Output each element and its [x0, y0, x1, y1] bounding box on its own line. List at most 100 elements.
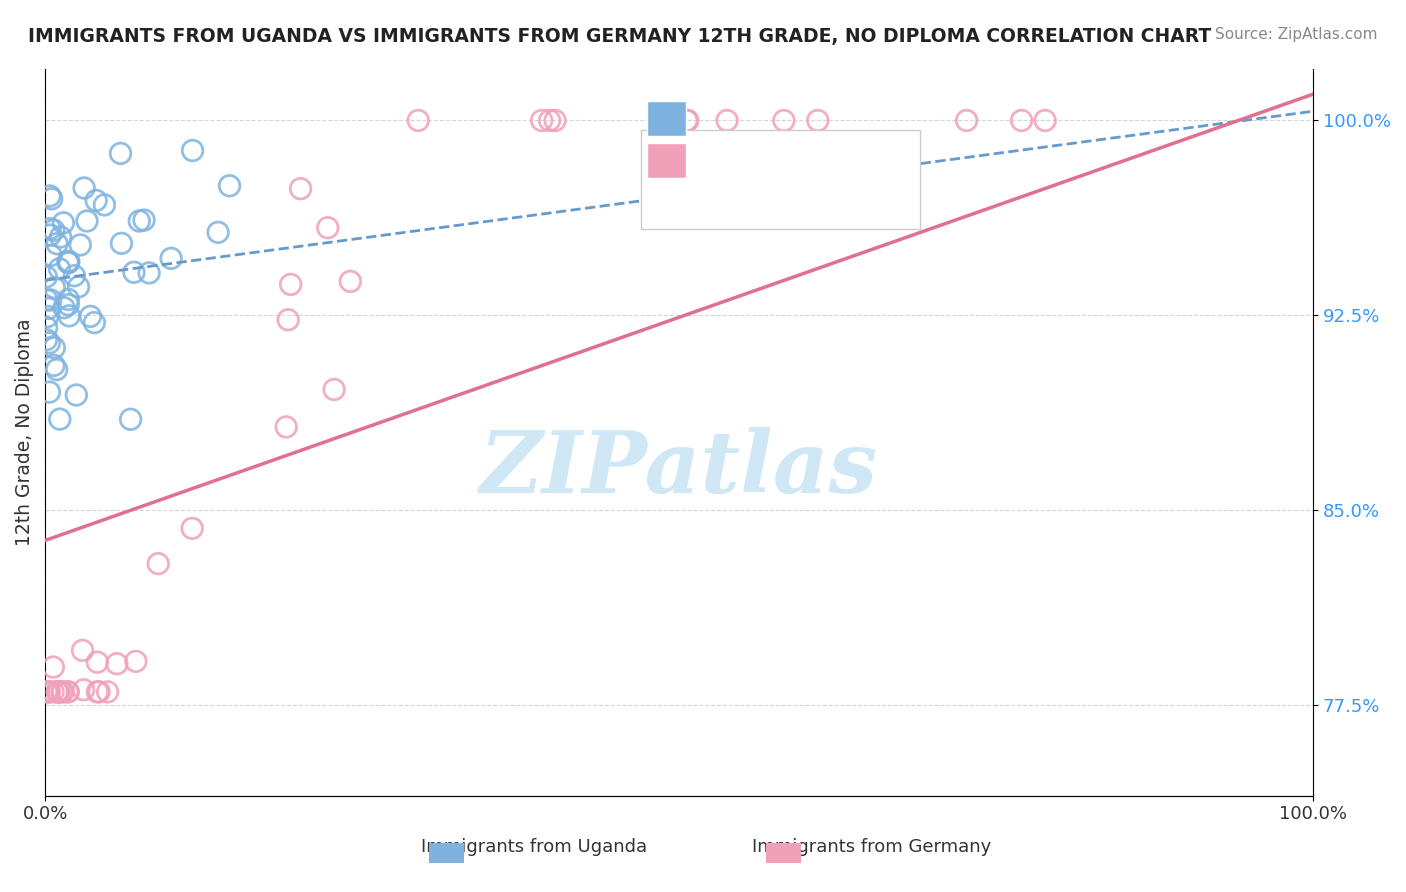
Point	[39, 228, 62, 243]
Point	[93, 198, 115, 212]
Point	[128, 214, 150, 228]
Point	[46, 685, 69, 699]
Point	[35, 269, 58, 284]
Point	[1033, 113, 1056, 128]
Point	[52, 685, 75, 699]
Text: 52: 52	[866, 137, 894, 158]
Point	[42, 685, 65, 699]
Point	[49, 412, 72, 426]
Point	[1011, 113, 1033, 128]
FancyBboxPatch shape	[648, 102, 686, 136]
Point	[316, 220, 339, 235]
Point	[51, 685, 73, 699]
Point	[44, 280, 66, 294]
Point	[42, 359, 65, 373]
Point	[52, 216, 75, 230]
Point	[86, 655, 108, 669]
Point	[72, 682, 94, 697]
Point	[181, 144, 204, 158]
Point	[339, 274, 361, 288]
Point	[276, 420, 298, 434]
Point	[218, 178, 240, 193]
Point	[138, 266, 160, 280]
Point	[79, 310, 101, 324]
Point	[35, 333, 58, 347]
Point	[538, 113, 561, 128]
Point	[35, 293, 58, 307]
Text: R =: R =	[699, 185, 744, 205]
Point	[86, 685, 108, 699]
Point	[76, 214, 98, 228]
Point	[38, 301, 60, 316]
Point	[110, 146, 132, 161]
Point	[39, 293, 62, 307]
Point	[58, 685, 80, 699]
Text: R =: R =	[699, 137, 744, 158]
Point	[42, 223, 65, 237]
Point	[207, 225, 229, 239]
Point	[45, 362, 67, 376]
Point	[84, 194, 107, 208]
Point	[41, 192, 63, 206]
Text: Source: ZipAtlas.com: Source: ZipAtlas.com	[1215, 27, 1378, 42]
FancyBboxPatch shape	[648, 144, 686, 178]
Text: N =: N =	[806, 137, 866, 158]
Point	[955, 113, 977, 128]
Point	[323, 383, 346, 397]
Point	[773, 113, 796, 128]
Point	[105, 657, 128, 671]
Point	[83, 316, 105, 330]
Point	[110, 236, 132, 251]
Point	[97, 685, 120, 699]
Point	[69, 238, 91, 252]
Point	[38, 189, 60, 203]
Point	[807, 113, 830, 128]
Point	[125, 654, 148, 668]
Point	[58, 293, 80, 307]
Point	[46, 685, 69, 699]
Point	[72, 643, 94, 657]
Point	[290, 182, 312, 196]
Point	[58, 298, 80, 312]
Point	[181, 521, 204, 535]
Point	[35, 685, 58, 699]
Point	[37, 310, 59, 324]
Point	[122, 265, 145, 279]
Point	[652, 113, 675, 128]
Point	[406, 113, 429, 128]
Point	[132, 213, 155, 227]
FancyBboxPatch shape	[641, 130, 920, 228]
Point	[44, 341, 66, 355]
Text: Immigrants from Germany: Immigrants from Germany	[752, 838, 991, 856]
Point	[280, 277, 302, 292]
Point	[46, 236, 69, 251]
Point	[89, 685, 111, 699]
Point	[39, 221, 62, 235]
Point	[65, 388, 87, 402]
Point	[56, 685, 79, 699]
Text: N =: N =	[806, 185, 866, 205]
Point	[56, 255, 79, 269]
Text: 43: 43	[866, 185, 894, 205]
Text: 0.094: 0.094	[747, 137, 813, 158]
Text: ZIPatlas: ZIPatlas	[479, 426, 879, 510]
Point	[120, 412, 142, 426]
Point	[35, 320, 58, 334]
Text: Immigrants from Uganda: Immigrants from Uganda	[422, 838, 647, 856]
Point	[148, 557, 170, 571]
Point	[46, 685, 69, 699]
Point	[38, 685, 60, 699]
Point	[58, 256, 80, 270]
Point	[716, 113, 738, 128]
Point	[38, 335, 60, 350]
Text: 0.419: 0.419	[747, 185, 813, 205]
Point	[48, 685, 70, 699]
Point	[49, 230, 72, 244]
Point	[63, 268, 86, 283]
Point	[277, 313, 299, 327]
Point	[67, 280, 90, 294]
Point	[530, 113, 553, 128]
Point	[160, 252, 183, 266]
Point	[38, 685, 60, 699]
Point	[53, 301, 76, 315]
